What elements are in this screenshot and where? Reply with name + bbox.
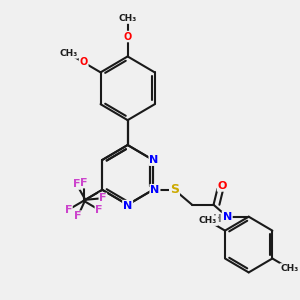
- Text: CH₃: CH₃: [199, 216, 217, 225]
- Text: F: F: [99, 193, 106, 203]
- Text: N: N: [150, 155, 160, 165]
- Text: O: O: [218, 181, 227, 191]
- Text: F: F: [74, 211, 82, 221]
- Text: F: F: [95, 205, 103, 215]
- Text: CH₃: CH₃: [280, 264, 298, 273]
- Text: N: N: [149, 155, 159, 165]
- Text: CH₃: CH₃: [59, 49, 78, 58]
- Text: F: F: [65, 205, 72, 215]
- Text: S: S: [170, 183, 179, 196]
- Text: O: O: [124, 32, 132, 41]
- Text: CH₃: CH₃: [118, 14, 137, 23]
- Text: N: N: [150, 185, 160, 195]
- Text: F: F: [80, 178, 87, 188]
- Text: N: N: [223, 212, 232, 222]
- Text: H: H: [213, 214, 222, 224]
- Text: N: N: [123, 201, 132, 211]
- Text: O: O: [80, 57, 88, 68]
- Text: F: F: [73, 179, 80, 189]
